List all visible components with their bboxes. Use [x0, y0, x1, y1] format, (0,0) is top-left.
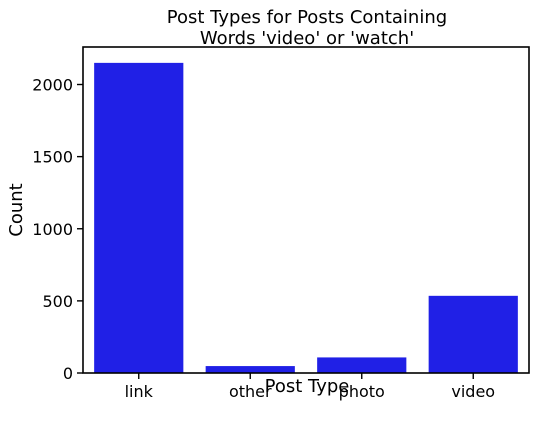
y-tick-label-0: 0: [63, 364, 73, 383]
y-tick-label-500: 500: [42, 292, 73, 311]
y-tick-label-1500: 1500: [32, 148, 73, 167]
y-tick-label-1000: 1000: [32, 220, 73, 239]
x-tick-label-video: video: [451, 382, 495, 401]
chart-title-line-1: Post Types for Posts Containing: [167, 7, 447, 28]
bar-link: [94, 62, 184, 374]
chart-title-line-2: Words 'video' or 'watch': [200, 28, 414, 49]
bar-photo: [317, 357, 407, 373]
plot-frame: [82, 46, 530, 374]
y-tick-label-2000: 2000: [32, 76, 73, 95]
y-axis-title: Count: [6, 183, 27, 236]
bar-other: [205, 366, 295, 373]
x-tick-label-link: link: [125, 382, 154, 401]
x-tick-label-other: other: [229, 382, 272, 401]
bar-video: [428, 295, 518, 373]
x-tick-label-photo: photo: [339, 382, 385, 401]
x-axis-title: Post Type: [265, 376, 350, 397]
